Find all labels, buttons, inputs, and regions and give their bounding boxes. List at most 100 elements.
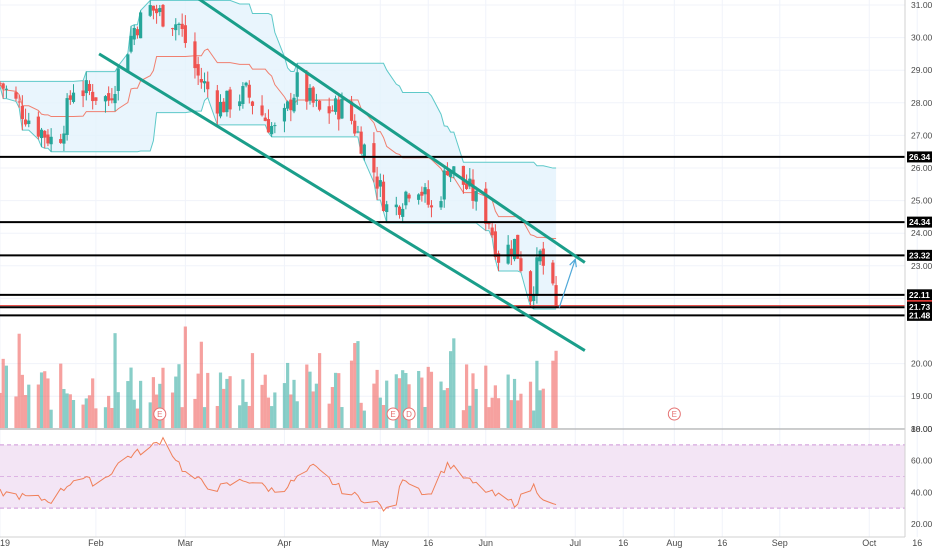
volume-bar bbox=[487, 407, 491, 428]
earnings-event-marker[interactable]: E bbox=[386, 407, 400, 421]
candle-body bbox=[177, 23, 181, 25]
volume-bar bbox=[353, 343, 357, 428]
candle-body bbox=[493, 231, 497, 258]
candle-body bbox=[183, 25, 187, 44]
volume-bar bbox=[349, 360, 354, 428]
volume-bar bbox=[340, 407, 344, 428]
volume-bar bbox=[94, 408, 98, 428]
candle-body bbox=[91, 91, 95, 102]
volume-bar bbox=[39, 372, 44, 428]
volume-bar bbox=[404, 372, 408, 428]
candle-body bbox=[330, 110, 334, 112]
candle-body bbox=[340, 98, 344, 119]
rsi-tick-label: 40.00 bbox=[911, 487, 932, 497]
candle-body bbox=[154, 8, 159, 14]
candle-body bbox=[295, 72, 299, 97]
candle-body bbox=[68, 95, 72, 100]
level-badge-label: 21.73 bbox=[909, 302, 931, 312]
cloud-area bbox=[0, 0, 557, 309]
time-tick-label: 16 bbox=[618, 538, 628, 548]
projection-arrow-line bbox=[558, 259, 576, 308]
volume-bar bbox=[263, 374, 267, 428]
horizontal-levels[interactable] bbox=[0, 155, 905, 317]
volume-bar bbox=[103, 407, 108, 428]
earnings-event-marker[interactable]: E bbox=[667, 407, 681, 421]
price-tick-label: 23.00 bbox=[911, 261, 932, 271]
candle-body bbox=[423, 187, 427, 195]
candle-body bbox=[206, 81, 210, 90]
candle-body bbox=[46, 134, 50, 144]
earnings-event-circle bbox=[153, 407, 167, 421]
volume-bar bbox=[193, 398, 197, 428]
candle-body bbox=[170, 28, 175, 30]
candle-body bbox=[263, 117, 267, 121]
volume-bar bbox=[250, 353, 255, 428]
time-tick-label: Oct bbox=[862, 538, 877, 548]
candle-body bbox=[260, 105, 264, 116]
volume-bar bbox=[215, 405, 219, 428]
level-badge-bg bbox=[907, 249, 932, 261]
earnings-event-circle bbox=[402, 407, 416, 421]
time-tick-label: Jul bbox=[569, 538, 581, 548]
candle-body bbox=[337, 99, 341, 120]
volume-bar bbox=[196, 373, 200, 428]
candle-body bbox=[442, 170, 446, 200]
volume-bar bbox=[170, 392, 175, 428]
price-tick-label: 25.00 bbox=[911, 196, 932, 206]
candle-body bbox=[250, 101, 255, 106]
level-badge-label: 22.11 bbox=[909, 290, 930, 300]
candle-body bbox=[0, 82, 2, 84]
price-tick-label: 31.00 bbox=[911, 0, 932, 10]
candle-body bbox=[110, 98, 114, 101]
earnings-event-label: E bbox=[157, 410, 162, 419]
candle-body bbox=[174, 24, 178, 31]
volume-bar bbox=[423, 406, 427, 428]
volume-bar bbox=[87, 395, 92, 428]
candle-body bbox=[202, 81, 207, 84]
candle-body bbox=[519, 258, 523, 271]
volume-bar bbox=[132, 399, 136, 428]
time-tick-label: Jun bbox=[479, 538, 494, 548]
candle-body bbox=[151, 5, 156, 11]
volume-bar bbox=[161, 367, 165, 428]
projection-arrow-head bbox=[569, 257, 577, 268]
earnings-event-circle bbox=[386, 407, 400, 421]
candle-body bbox=[113, 94, 117, 104]
price-tick-label: 29.00 bbox=[911, 65, 932, 75]
volume-bar bbox=[202, 407, 207, 428]
level-badge-bg bbox=[907, 151, 932, 163]
volume-bar bbox=[23, 395, 28, 428]
candle-body bbox=[490, 227, 494, 236]
candle-body bbox=[484, 188, 488, 224]
candlesticks[interactable] bbox=[0, 0, 558, 309]
candle-body bbox=[36, 116, 40, 137]
time-tick-label: May bbox=[372, 538, 390, 548]
time-tick-label: 16 bbox=[717, 538, 727, 548]
earnings-event-marker[interactable]: D bbox=[402, 407, 416, 421]
rsi-pane bbox=[0, 428, 905, 512]
volume-bar bbox=[218, 372, 223, 428]
volume-bar bbox=[289, 394, 293, 428]
candle-body bbox=[81, 90, 85, 97]
candle-body bbox=[218, 101, 223, 117]
volume-bar bbox=[14, 396, 18, 428]
candle-body bbox=[289, 99, 293, 111]
candle-body bbox=[17, 101, 21, 103]
candle-body bbox=[129, 35, 133, 52]
earnings-event-marker[interactable]: E bbox=[153, 407, 167, 421]
volume-bar bbox=[91, 378, 95, 428]
cloud-upper-line bbox=[0, 0, 557, 169]
candle-body bbox=[464, 183, 469, 189]
candle-body bbox=[516, 234, 520, 259]
earnings-event-label: E bbox=[390, 410, 395, 419]
volume-bar bbox=[474, 388, 478, 428]
volume-bar bbox=[449, 351, 453, 428]
level-badge: 24.34 bbox=[907, 216, 932, 228]
volume-bar bbox=[420, 377, 424, 428]
trend-channel[interactable] bbox=[98, 0, 586, 352]
candle-body bbox=[247, 84, 251, 98]
volume-bar bbox=[17, 333, 21, 428]
